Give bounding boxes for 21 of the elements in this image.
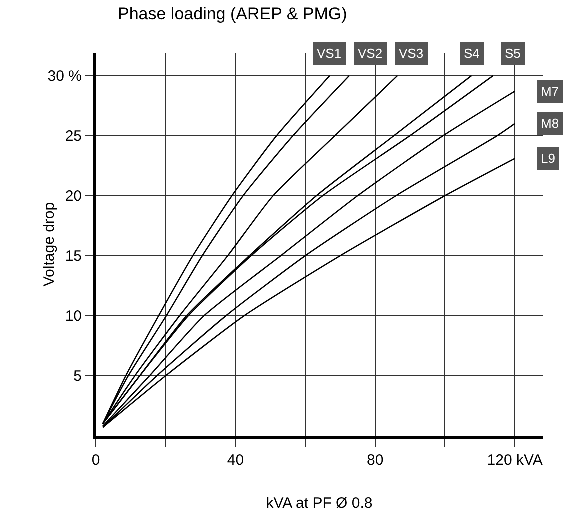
series-label: VS3 xyxy=(399,46,424,61)
series-label: L9 xyxy=(541,151,556,166)
y-tick-label: 20 xyxy=(65,188,82,206)
series-label: M8 xyxy=(541,116,560,131)
y-tick-label: 30 % xyxy=(48,68,82,86)
series-label: M7 xyxy=(541,84,560,99)
chart-title: Phase loading (AREP & PMG) xyxy=(118,4,348,24)
series-label: VS2 xyxy=(358,46,383,61)
series-label: VS1 xyxy=(317,46,342,61)
y-tick-label: 5 xyxy=(74,368,82,386)
x-tick-label: 120 kVA xyxy=(487,452,543,469)
series-label: S5 xyxy=(505,46,521,61)
y-tick-label: 10 xyxy=(65,308,82,326)
x-axis-title: kVA at PF Ø 0.8 xyxy=(266,495,373,512)
x-tick-label: 40 xyxy=(227,452,244,469)
x-tick-label: 0 xyxy=(92,452,100,469)
y-tick-label: 25 xyxy=(65,128,82,146)
y-tick-label: 15 xyxy=(65,248,82,266)
y-axis-title: Voltage drop xyxy=(41,202,58,287)
x-tick-label: 80 xyxy=(367,452,384,469)
series-label: S4 xyxy=(464,46,480,61)
